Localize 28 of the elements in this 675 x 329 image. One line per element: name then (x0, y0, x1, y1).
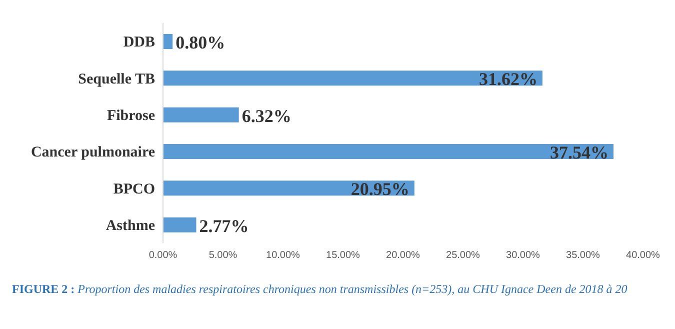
x-tick-label: 30.00% (506, 250, 540, 262)
y-tick-label: Asthme (106, 218, 156, 234)
y-tick-label: Fibrose (106, 108, 156, 124)
data-label: 20.95% (350, 179, 410, 200)
data-label: 0.80% (176, 32, 226, 52)
bar (163, 34, 173, 49)
x-tick-label: 40.00% (626, 250, 660, 262)
bar (163, 107, 239, 122)
x-tick-label: 15.00% (326, 250, 360, 262)
x-tick-label: 10.00% (266, 250, 300, 262)
x-tick-label: 0.00% (148, 250, 178, 262)
y-tick-label: BPCO (113, 181, 155, 198)
y-tick-label: Cancer pulmonaire (30, 144, 156, 161)
bar (163, 180, 414, 196)
data-label: 37.54% (550, 142, 608, 162)
y-tick-label: Sequelle TB (78, 71, 155, 88)
data-label: 2.77% (199, 216, 249, 236)
text: FIGURE 2 : Proportion des maladies respiratoires chroniques non transmissibles (n=253), au CHU Ignace Deen de 2018 à 20 (12, 282, 628, 296)
x-tick-label: 35.00% (566, 250, 600, 262)
bar (163, 70, 542, 86)
y-tick-label: DDB (123, 34, 155, 51)
bar (163, 144, 614, 159)
x-tick-label: 20.00% (386, 250, 420, 262)
bar (163, 217, 196, 232)
data-label: 6.32% (242, 106, 292, 126)
x-tick-label: 25.00% (446, 250, 480, 262)
x-tick-label: 5.00% (208, 250, 238, 262)
data-label: 31.62% (478, 69, 538, 90)
